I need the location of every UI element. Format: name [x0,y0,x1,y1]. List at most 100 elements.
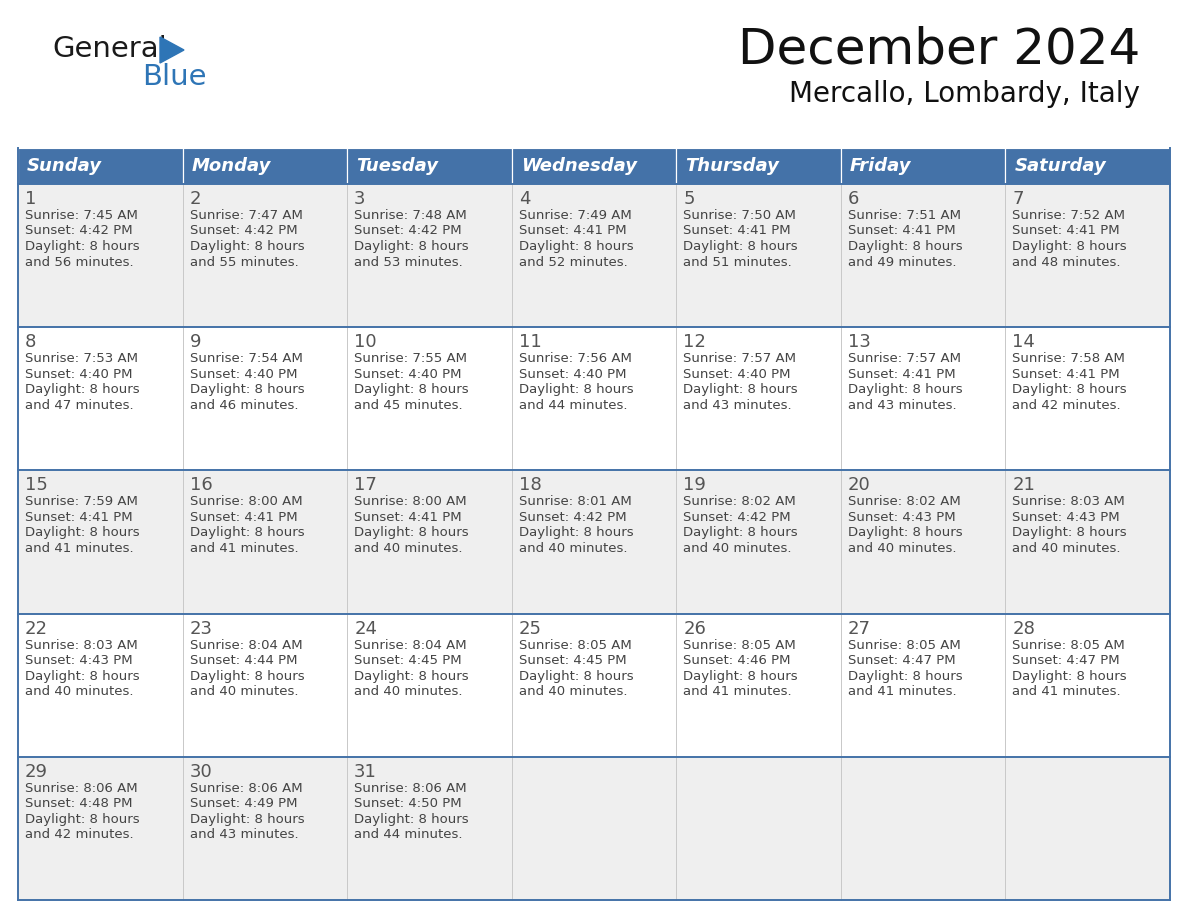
Text: Daylight: 8 hours: Daylight: 8 hours [848,526,962,540]
Text: 25: 25 [519,620,542,638]
Bar [183,148,347,184]
Text: Sunrise: 8:05 AM: Sunrise: 8:05 AM [683,639,796,652]
Text: and 41 minutes.: and 41 minutes. [190,542,298,554]
Text: Daylight: 8 hours: Daylight: 8 hours [354,383,469,397]
Text: and 43 minutes.: and 43 minutes. [190,828,298,841]
Text: Sunset: 4:45 PM: Sunset: 4:45 PM [519,655,626,667]
Bar [18,613,1170,756]
Text: Daylight: 8 hours: Daylight: 8 hours [1012,240,1127,253]
Text: and 46 minutes.: and 46 minutes. [190,398,298,411]
Text: Daylight: 8 hours: Daylight: 8 hours [354,526,469,540]
Text: Sunset: 4:45 PM: Sunset: 4:45 PM [354,655,462,667]
Bar [18,327,1170,470]
Text: 9: 9 [190,333,201,352]
Text: Sunrise: 8:04 AM: Sunrise: 8:04 AM [354,639,467,652]
Text: Friday: Friday [849,157,911,175]
Text: Sunset: 4:41 PM: Sunset: 4:41 PM [848,225,955,238]
Text: 7: 7 [1012,190,1024,208]
Text: and 41 minutes.: and 41 minutes. [848,685,956,698]
Text: Tuesday: Tuesday [356,157,438,175]
Text: Daylight: 8 hours: Daylight: 8 hours [25,812,140,826]
Text: Sunrise: 7:45 AM: Sunrise: 7:45 AM [25,209,138,222]
Text: 22: 22 [25,620,48,638]
Text: Sunset: 4:43 PM: Sunset: 4:43 PM [25,655,133,667]
Text: and 47 minutes.: and 47 minutes. [25,398,133,411]
Text: Thursday: Thursday [685,157,779,175]
Text: 5: 5 [683,190,695,208]
Text: Sunset: 4:40 PM: Sunset: 4:40 PM [519,368,626,381]
Text: 12: 12 [683,333,706,352]
Text: Sunrise: 7:47 AM: Sunrise: 7:47 AM [190,209,303,222]
Text: and 44 minutes.: and 44 minutes. [354,828,462,841]
Text: Daylight: 8 hours: Daylight: 8 hours [519,526,633,540]
Text: Daylight: 8 hours: Daylight: 8 hours [848,669,962,683]
Text: Daylight: 8 hours: Daylight: 8 hours [683,240,798,253]
Text: Sunset: 4:41 PM: Sunset: 4:41 PM [1012,225,1120,238]
Text: Daylight: 8 hours: Daylight: 8 hours [683,383,798,397]
Text: and 43 minutes.: and 43 minutes. [683,398,792,411]
Text: Sunrise: 8:00 AM: Sunrise: 8:00 AM [354,496,467,509]
Text: and 40 minutes.: and 40 minutes. [1012,542,1121,554]
Bar [1005,148,1170,184]
Bar [18,756,1170,900]
Text: Daylight: 8 hours: Daylight: 8 hours [190,383,304,397]
Text: Daylight: 8 hours: Daylight: 8 hours [190,669,304,683]
Text: 23: 23 [190,620,213,638]
Text: 6: 6 [848,190,859,208]
Text: Sunrise: 7:54 AM: Sunrise: 7:54 AM [190,353,303,365]
Text: Sunset: 4:40 PM: Sunset: 4:40 PM [683,368,791,381]
Text: 14: 14 [1012,333,1035,352]
Text: Daylight: 8 hours: Daylight: 8 hours [190,240,304,253]
Text: 27: 27 [848,620,871,638]
Text: 31: 31 [354,763,377,781]
Text: Daylight: 8 hours: Daylight: 8 hours [190,526,304,540]
Text: 16: 16 [190,476,213,495]
Text: Sunset: 4:41 PM: Sunset: 4:41 PM [25,511,133,524]
Text: 13: 13 [848,333,871,352]
Text: Sunset: 4:42 PM: Sunset: 4:42 PM [354,225,462,238]
Text: and 42 minutes.: and 42 minutes. [1012,398,1121,411]
Text: and 41 minutes.: and 41 minutes. [25,542,133,554]
Text: Daylight: 8 hours: Daylight: 8 hours [190,812,304,826]
Text: and 40 minutes.: and 40 minutes. [190,685,298,698]
Text: Sunrise: 8:05 AM: Sunrise: 8:05 AM [1012,639,1125,652]
Text: Sunset: 4:43 PM: Sunset: 4:43 PM [848,511,955,524]
Polygon shape [160,37,184,63]
Text: and 48 minutes.: and 48 minutes. [1012,255,1121,268]
Text: and 40 minutes.: and 40 minutes. [519,542,627,554]
Text: Daylight: 8 hours: Daylight: 8 hours [848,240,962,253]
Text: Daylight: 8 hours: Daylight: 8 hours [1012,526,1127,540]
Text: and 52 minutes.: and 52 minutes. [519,255,627,268]
Text: Sunrise: 8:03 AM: Sunrise: 8:03 AM [25,639,138,652]
Text: 3: 3 [354,190,366,208]
Text: Sunrise: 7:48 AM: Sunrise: 7:48 AM [354,209,467,222]
Text: Sunset: 4:40 PM: Sunset: 4:40 PM [190,368,297,381]
Text: and 41 minutes.: and 41 minutes. [683,685,792,698]
Text: Sunset: 4:42 PM: Sunset: 4:42 PM [190,225,297,238]
Text: and 40 minutes.: and 40 minutes. [519,685,627,698]
Bar [18,184,1170,327]
Text: 1: 1 [25,190,37,208]
Text: 30: 30 [190,763,213,781]
Text: and 43 minutes.: and 43 minutes. [848,398,956,411]
Text: 20: 20 [848,476,871,495]
Text: Sunset: 4:42 PM: Sunset: 4:42 PM [519,511,626,524]
Text: 28: 28 [1012,620,1035,638]
Text: Daylight: 8 hours: Daylight: 8 hours [354,240,469,253]
Bar [18,470,1170,613]
Text: and 40 minutes.: and 40 minutes. [354,685,462,698]
Text: Sunrise: 8:02 AM: Sunrise: 8:02 AM [683,496,796,509]
Text: Sunday: Sunday [27,157,102,175]
Text: Daylight: 8 hours: Daylight: 8 hours [354,812,469,826]
Text: 17: 17 [354,476,377,495]
Text: Sunset: 4:41 PM: Sunset: 4:41 PM [190,511,297,524]
Text: Sunset: 4:47 PM: Sunset: 4:47 PM [848,655,955,667]
Text: Sunrise: 8:01 AM: Sunrise: 8:01 AM [519,496,632,509]
Text: Sunrise: 7:55 AM: Sunrise: 7:55 AM [354,353,467,365]
Text: 4: 4 [519,190,530,208]
Text: Sunset: 4:41 PM: Sunset: 4:41 PM [683,225,791,238]
Text: Sunset: 4:44 PM: Sunset: 4:44 PM [190,655,297,667]
Text: Sunrise: 8:04 AM: Sunrise: 8:04 AM [190,639,302,652]
Text: Sunrise: 7:53 AM: Sunrise: 7:53 AM [25,353,138,365]
Text: Daylight: 8 hours: Daylight: 8 hours [25,240,140,253]
